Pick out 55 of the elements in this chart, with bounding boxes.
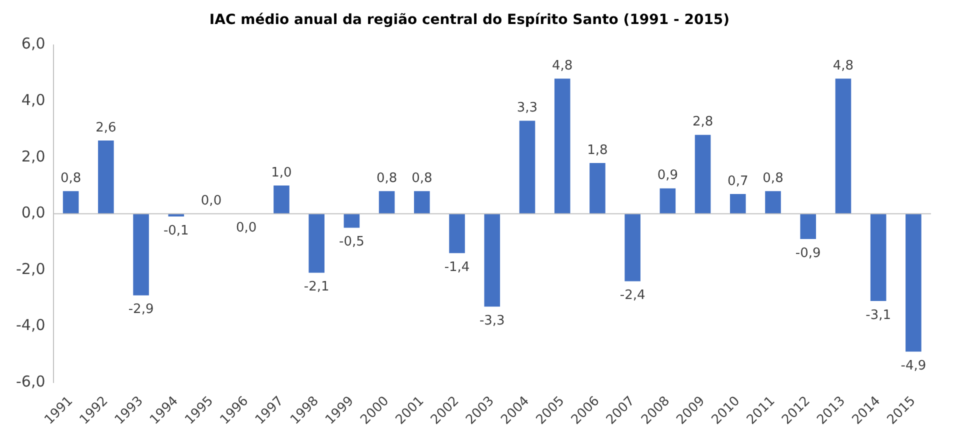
data-label: -0,9 xyxy=(795,246,821,261)
bar xyxy=(62,191,79,214)
y-tick-label: 2,0 xyxy=(21,147,46,166)
y-tick-label: -6,0 xyxy=(16,372,46,390)
data-label: 2,8 xyxy=(692,114,714,130)
bar xyxy=(730,194,746,214)
bar xyxy=(274,186,290,214)
data-label: 4,8 xyxy=(552,58,573,74)
bar xyxy=(624,214,640,282)
data-label: 0,7 xyxy=(728,174,748,189)
bar xyxy=(133,214,149,296)
bar xyxy=(800,214,816,240)
bar xyxy=(554,78,570,214)
y-tick-label: -2,0 xyxy=(16,260,46,278)
data-label: -3,3 xyxy=(479,313,505,328)
data-label: -2,1 xyxy=(304,280,330,295)
data-label: -0,5 xyxy=(339,234,364,250)
bar xyxy=(308,214,324,273)
y-tick-label: 6,0 xyxy=(21,34,46,53)
data-label: 3,3 xyxy=(516,100,538,116)
bar xyxy=(449,214,465,254)
data-label: -0,1 xyxy=(163,223,189,238)
bar xyxy=(414,191,430,214)
bar xyxy=(660,188,676,214)
y-tick-label: 4,0 xyxy=(21,90,46,109)
bar xyxy=(378,191,395,214)
bar xyxy=(870,214,886,301)
bar xyxy=(344,214,360,228)
chart-title: IAC médio anual da região central do Espírito Santo (1991 - 2015) xyxy=(209,12,730,28)
data-label: -2,9 xyxy=(128,302,154,318)
data-label: 0,0 xyxy=(236,220,257,236)
data-label: 2,6 xyxy=(96,120,116,136)
data-label: 0,0 xyxy=(200,194,222,209)
data-label: -4,9 xyxy=(900,358,926,374)
bar xyxy=(906,214,922,352)
bar xyxy=(590,163,606,214)
bar xyxy=(765,191,781,214)
data-label: 0,9 xyxy=(657,168,678,184)
bar xyxy=(519,120,536,214)
data-label: 0,8 xyxy=(762,171,784,186)
y-tick-label: 0,0 xyxy=(21,204,46,222)
data-label: -2,4 xyxy=(620,288,646,304)
bar xyxy=(694,134,711,214)
y-tick-label: -4,0 xyxy=(16,316,46,334)
data-label: 4,8 xyxy=(832,58,854,74)
data-label: 1,0 xyxy=(271,165,292,180)
bar xyxy=(98,140,114,214)
data-label: 0,8 xyxy=(412,171,432,186)
bar xyxy=(835,78,852,214)
data-label: -3,1 xyxy=(866,308,892,323)
data-label: -1,4 xyxy=(444,260,470,275)
data-label: 0,8 xyxy=(60,171,82,186)
data-label: 1,8 xyxy=(587,142,608,158)
data-label: 0,8 xyxy=(376,171,398,186)
bar xyxy=(484,214,500,307)
